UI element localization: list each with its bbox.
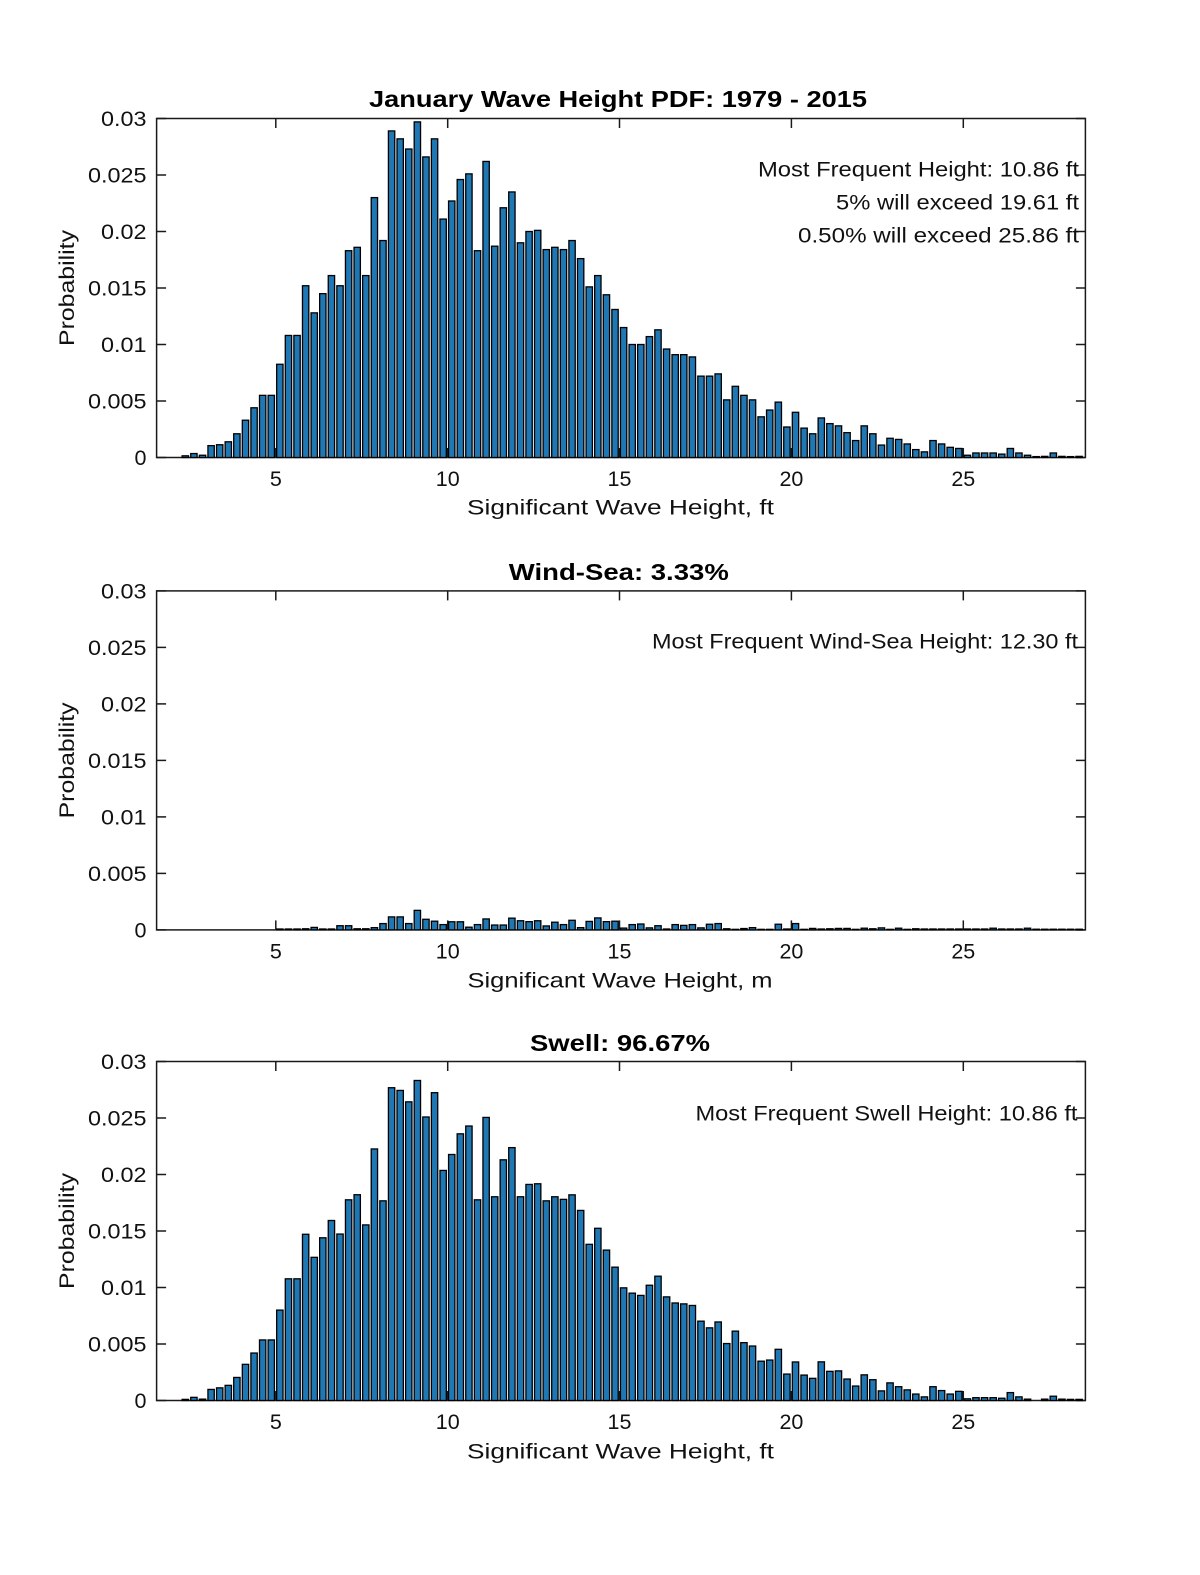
svg-text:25: 25 bbox=[951, 467, 975, 491]
svg-text:15: 15 bbox=[608, 467, 632, 491]
svg-text:Wind-Sea: 3.33%: Wind-Sea: 3.33% bbox=[509, 559, 729, 585]
svg-text:Significant Wave Height, ft: Significant Wave Height, ft bbox=[467, 1440, 774, 1464]
svg-text:5: 5 bbox=[270, 1410, 282, 1434]
svg-text:5: 5 bbox=[270, 467, 282, 491]
svg-text:5: 5 bbox=[270, 939, 282, 963]
svg-text:0.03: 0.03 bbox=[101, 107, 147, 131]
svg-text:25: 25 bbox=[951, 1410, 975, 1434]
svg-text:20: 20 bbox=[779, 1410, 803, 1434]
svg-text:Most Frequent Swell Height: 10: Most Frequent Swell Height: 10.86 ft bbox=[696, 1102, 1078, 1126]
svg-text:0.005: 0.005 bbox=[88, 862, 147, 886]
svg-text:0.015: 0.015 bbox=[88, 749, 147, 773]
svg-text:0.02: 0.02 bbox=[101, 692, 147, 716]
svg-text:0.50% will exceed 25.86 ft: 0.50% will exceed 25.86 ft bbox=[798, 224, 1079, 248]
svg-text:10: 10 bbox=[436, 467, 460, 491]
svg-text:0.015: 0.015 bbox=[88, 276, 147, 300]
svg-text:Significant Wave Height, m: Significant Wave Height, m bbox=[468, 969, 773, 993]
svg-text:0.01: 0.01 bbox=[101, 805, 147, 829]
svg-text:20: 20 bbox=[779, 939, 803, 963]
svg-text:0.005: 0.005 bbox=[88, 389, 147, 413]
svg-text:5% will exceed 19.61 ft: 5% will exceed 19.61 ft bbox=[836, 191, 1079, 215]
svg-text:Probability: Probability bbox=[55, 1173, 79, 1289]
svg-text:0.005: 0.005 bbox=[88, 1332, 147, 1356]
svg-text:0.015: 0.015 bbox=[88, 1219, 147, 1243]
svg-text:Most Frequent Height: 10.86 ft: Most Frequent Height: 10.86 ft bbox=[758, 158, 1079, 182]
svg-text:10: 10 bbox=[436, 939, 460, 963]
svg-text:Swell: 96.67%: Swell: 96.67% bbox=[530, 1030, 710, 1056]
svg-text:25: 25 bbox=[951, 939, 975, 963]
svg-text:Most Frequent Wind-Sea Height:: Most Frequent Wind-Sea Height: 12.30 ft bbox=[652, 630, 1078, 654]
svg-text:0: 0 bbox=[135, 918, 147, 942]
svg-text:0.01: 0.01 bbox=[101, 333, 147, 357]
svg-text:20: 20 bbox=[779, 467, 803, 491]
svg-text:0.025: 0.025 bbox=[88, 636, 147, 660]
svg-text:January Wave Height PDF: 1979: January Wave Height PDF: 1979 - 2015 bbox=[369, 86, 867, 112]
svg-text:15: 15 bbox=[608, 1410, 632, 1434]
svg-text:0.02: 0.02 bbox=[101, 1163, 147, 1187]
svg-text:10: 10 bbox=[436, 1410, 460, 1434]
svg-text:0.02: 0.02 bbox=[101, 220, 147, 244]
svg-text:0.03: 0.03 bbox=[101, 579, 147, 603]
svg-text:0: 0 bbox=[135, 446, 147, 470]
svg-text:0.01: 0.01 bbox=[101, 1276, 147, 1300]
svg-text:0.025: 0.025 bbox=[88, 1106, 147, 1130]
svg-text:Significant Wave Height, ft: Significant Wave Height, ft bbox=[467, 496, 774, 520]
svg-text:Probability: Probability bbox=[55, 702, 79, 818]
svg-text:0.03: 0.03 bbox=[101, 1050, 147, 1074]
svg-text:Probability: Probability bbox=[55, 230, 79, 346]
svg-text:0.025: 0.025 bbox=[88, 163, 147, 187]
svg-text:0: 0 bbox=[135, 1389, 147, 1413]
svg-text:15: 15 bbox=[608, 939, 632, 963]
